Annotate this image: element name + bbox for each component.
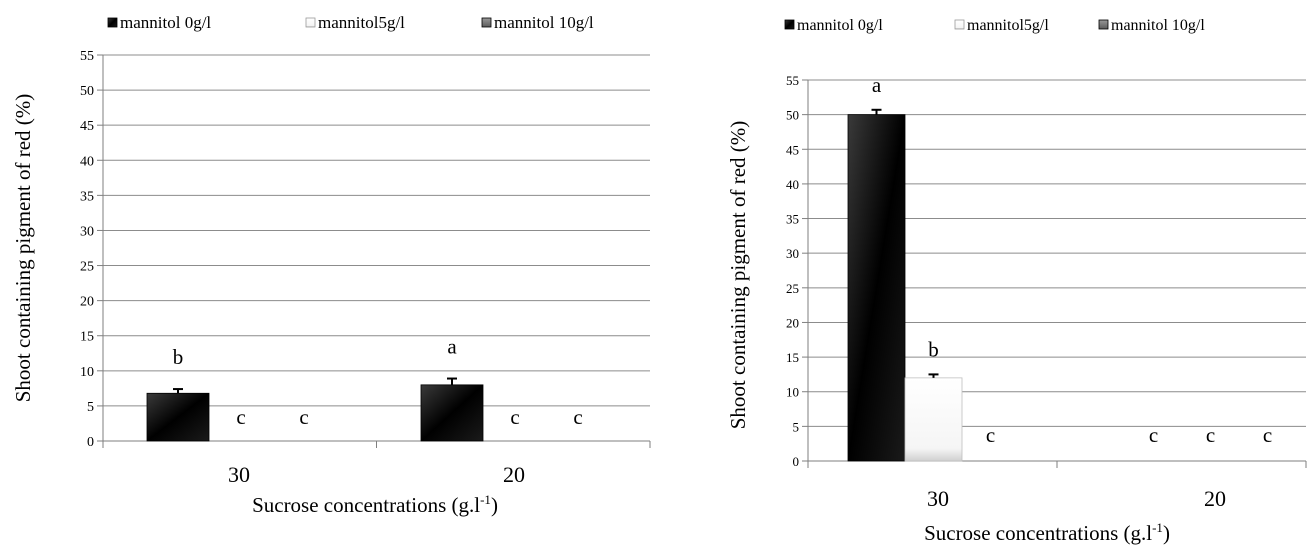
- x-axis-title-superscript: -1: [480, 492, 491, 507]
- y-tick-label: 40: [80, 154, 94, 169]
- legend-swatch: [481, 17, 492, 28]
- significance-letter: b: [928, 337, 939, 361]
- x-axis-title-end: ): [1163, 521, 1170, 545]
- bar: [420, 384, 484, 442]
- y-tick-label: 30: [80, 224, 94, 239]
- y-tick-label: 45: [80, 119, 94, 134]
- y-tick-label: 55: [786, 73, 799, 88]
- significance-letter: c: [1206, 423, 1215, 447]
- x-category-label: 20: [1204, 486, 1226, 511]
- y-tick-label: 50: [786, 108, 799, 123]
- y-tick-label: 0: [793, 454, 800, 469]
- x-category-label: 20: [503, 462, 525, 487]
- significance-letter: a: [447, 335, 457, 359]
- y-tick-label: 5: [793, 419, 800, 434]
- legend-label: mannitol 10g/l: [1111, 17, 1205, 34]
- y-tick-label: 15: [786, 350, 799, 365]
- y-tick-label: 15: [80, 330, 94, 345]
- y-tick-label: 35: [786, 212, 799, 227]
- significance-letter: b: [173, 345, 184, 369]
- legend-label: mannitol 10g/l: [494, 13, 594, 32]
- bar: [904, 377, 963, 462]
- bar: [146, 392, 210, 442]
- legend-swatch: [954, 19, 965, 30]
- x-axis-title-end: ): [491, 493, 498, 517]
- y-tick-label: 10: [80, 365, 94, 380]
- legend-label: mannitol5g/l: [318, 13, 405, 32]
- x-axis-title: Sucrose concentrations (g.l-1): [924, 520, 1170, 545]
- y-tick-label: 40: [786, 177, 799, 192]
- x-axis-title-text: Sucrose concentrations (g.l: [924, 521, 1152, 545]
- y-tick-label: 20: [786, 315, 799, 330]
- significance-letter: c: [986, 423, 995, 447]
- x-axis-title-text: Sucrose concentrations (g.l: [252, 493, 480, 517]
- x-axis-title: Sucrose concentrations (g.l-1): [252, 492, 498, 517]
- legend-label: mannitol5g/l: [967, 17, 1049, 34]
- significance-letter: c: [236, 405, 245, 429]
- y-tick-label: 45: [786, 142, 799, 157]
- y-axis-title: Shoot containing pigment of red (%): [11, 94, 35, 403]
- legend-swatch: [1098, 19, 1109, 30]
- bar: [847, 114, 906, 462]
- legend-label: mannitol 0g/l: [797, 17, 883, 34]
- y-tick-label: 5: [87, 400, 94, 415]
- y-tick-label: 30: [786, 246, 799, 261]
- x-axis-title-superscript: -1: [1152, 520, 1163, 535]
- significance-letter: c: [1149, 423, 1158, 447]
- significance-letter: c: [573, 405, 582, 429]
- y-tick-label: 55: [80, 49, 94, 64]
- y-tick-label: 10: [786, 385, 799, 400]
- y-tick-label: 0: [87, 435, 94, 450]
- legend-swatch: [305, 17, 316, 28]
- x-category-label: 30: [228, 462, 250, 487]
- legend-swatch: [784, 19, 795, 30]
- significance-letter: c: [510, 405, 519, 429]
- significance-letter: c: [299, 405, 308, 429]
- significance-letter: c: [1263, 423, 1272, 447]
- significance-letter: a: [872, 73, 882, 97]
- y-tick-label: 25: [786, 281, 799, 296]
- legend-swatch: [107, 17, 118, 28]
- y-tick-label: 20: [80, 295, 94, 310]
- y-tick-label: 25: [80, 260, 94, 275]
- y-tick-label: 50: [80, 84, 94, 99]
- y-axis-title: Shoot containing pigment of red (%): [726, 121, 750, 430]
- legend-label: mannitol 0g/l: [120, 13, 211, 32]
- y-tick-label: 35: [80, 189, 94, 204]
- x-category-label: 30: [927, 486, 949, 511]
